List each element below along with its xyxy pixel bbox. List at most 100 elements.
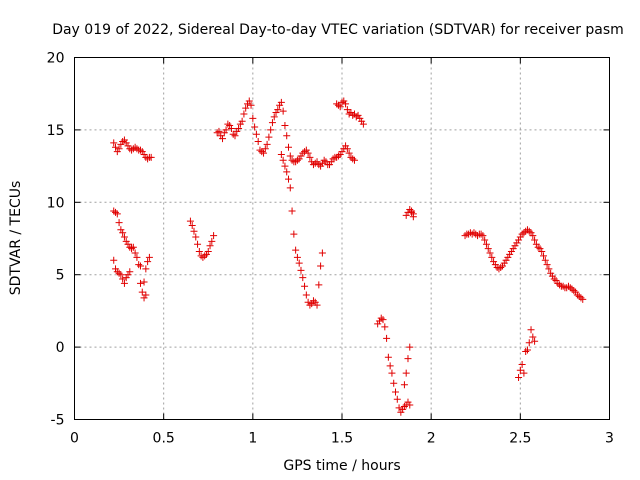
data-point <box>124 240 132 248</box>
data-point <box>481 236 489 244</box>
data-point <box>516 233 524 241</box>
data-point <box>518 360 526 368</box>
data-point <box>306 301 314 309</box>
data-point <box>329 155 337 163</box>
data-point <box>484 245 492 253</box>
series-sat-j <box>402 206 417 221</box>
data-point <box>338 98 346 106</box>
data-point <box>333 153 341 161</box>
axes: 0 0.5 1 1.5 2 2.5 3 -5 0 5 10 15 20 <box>47 51 614 447</box>
data-point <box>140 151 148 159</box>
data-point <box>263 140 271 148</box>
data-point <box>395 404 403 412</box>
data-point <box>115 145 123 153</box>
data-point <box>142 291 150 299</box>
data-point <box>299 274 307 282</box>
data-point <box>525 227 533 235</box>
data-point <box>120 136 128 144</box>
data-point <box>247 101 255 109</box>
data-point <box>532 240 540 248</box>
data-point <box>128 243 136 251</box>
data-point <box>495 265 503 273</box>
data-point <box>404 355 412 363</box>
data-point <box>545 265 553 273</box>
data-point <box>518 230 526 238</box>
data-point <box>577 294 585 302</box>
data-point <box>297 266 305 274</box>
data-point <box>383 334 391 342</box>
data-point <box>267 126 275 134</box>
y-tick-label: 0 <box>56 340 65 356</box>
y-tick-label: 15 <box>47 123 65 139</box>
data-point <box>354 111 362 119</box>
data-point <box>315 161 323 169</box>
data-point <box>261 145 269 153</box>
data-point <box>350 156 358 164</box>
data-point <box>345 149 353 157</box>
data-point <box>392 388 399 396</box>
data-point <box>301 148 309 156</box>
data-point <box>338 148 346 156</box>
data-point <box>124 271 132 279</box>
data-point <box>336 151 344 159</box>
data-point <box>482 240 490 248</box>
x-tick-label: 0 <box>70 431 79 447</box>
data-point <box>406 343 414 351</box>
data-point <box>122 139 130 147</box>
data-point <box>224 120 232 128</box>
data-point <box>112 265 120 273</box>
data-point <box>115 219 123 227</box>
data-point <box>320 156 328 164</box>
data-point <box>400 402 408 410</box>
data-point <box>318 249 326 257</box>
data-point <box>554 279 562 287</box>
data-point <box>249 114 257 122</box>
data-point <box>490 258 498 266</box>
data-point <box>188 221 196 229</box>
data-point <box>215 127 223 135</box>
data-point <box>536 245 544 253</box>
data-point <box>470 229 478 237</box>
data-point <box>131 143 139 151</box>
data-point <box>201 252 209 260</box>
data-point <box>534 243 542 251</box>
data-point <box>326 161 334 169</box>
data-point <box>402 369 410 377</box>
data-point <box>128 146 136 154</box>
data-point <box>302 146 310 154</box>
data-point <box>347 109 355 117</box>
data-point <box>381 323 389 331</box>
data-point <box>213 129 221 137</box>
data-point <box>390 379 398 387</box>
data-point <box>543 261 551 269</box>
data-point <box>347 153 355 161</box>
data-point <box>515 374 523 382</box>
data-point <box>242 104 250 112</box>
data-point <box>236 120 244 128</box>
data-point <box>406 206 414 214</box>
data-point <box>283 132 291 140</box>
data-point <box>334 152 342 160</box>
data-point <box>308 300 316 308</box>
data-point <box>520 229 528 237</box>
data-point <box>297 152 305 160</box>
data-point <box>359 120 367 128</box>
data-point <box>199 253 207 261</box>
data-point <box>313 158 321 166</box>
series-sat-d <box>186 217 218 261</box>
data-point <box>301 282 309 290</box>
series-sat-c <box>110 243 153 287</box>
chart-title: Day 019 of 2022, Sidereal Day-to-day VTE… <box>52 22 624 38</box>
data-point <box>119 275 127 283</box>
data-point <box>288 207 296 215</box>
data-point <box>277 98 285 106</box>
data-point <box>133 145 141 153</box>
data-point <box>126 268 134 276</box>
data-point <box>285 175 292 183</box>
data-point <box>504 253 512 261</box>
x-tick-label: 1.5 <box>331 431 353 447</box>
y-axis-label: SDTVAR / TECUs <box>8 181 24 296</box>
data-point <box>529 232 537 240</box>
data-point <box>190 227 198 235</box>
